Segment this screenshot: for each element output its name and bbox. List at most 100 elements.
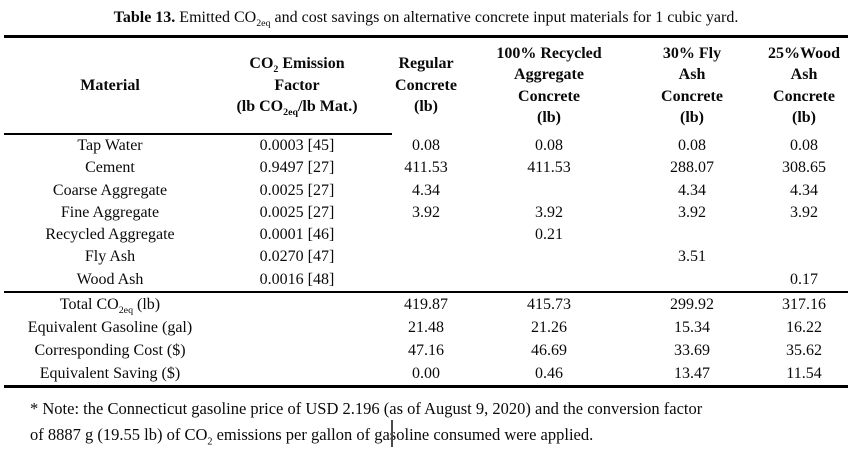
- data-table: Material CO2 Emission Factor (lb CO2eq/lb M…: [4, 35, 848, 389]
- table-row: Fly Ash 0.0270 [47] 3.51: [4, 246, 848, 268]
- cell-value: 15.34: [674, 319, 710, 337]
- table-row: Fine Aggregate 0.0025 [27] 3.92 3.92 3.92 3.9…: [4, 202, 848, 224]
- cell-value: 0.08: [412, 137, 440, 154]
- cell-value: [474, 246, 624, 268]
- cell-value: 0.0025 [27]: [259, 181, 335, 199]
- cell-value: [216, 293, 378, 316]
- table-row: Equivalent Saving ($) 0.00 0.46 13.47 11.54: [4, 362, 848, 385]
- header-line: Aggregate: [514, 66, 584, 83]
- cell-value: 288.07: [670, 159, 714, 177]
- header-divider-rule: [4, 133, 392, 135]
- row-label: Wood Ash: [76, 270, 144, 288]
- cell-value: 3.51: [678, 248, 706, 266]
- cell-value: [474, 269, 624, 291]
- cell-value: 0.0001 [46]: [259, 226, 335, 244]
- cell-value: 3.92: [535, 203, 563, 221]
- cell-value: 317.16: [782, 296, 826, 314]
- cell-value: 11.54: [786, 365, 822, 383]
- cell-value: 0.0270 [47]: [259, 248, 335, 266]
- cell-value: 308.65: [782, 159, 826, 177]
- cell-value: [624, 224, 760, 246]
- cell-value: 16.22: [786, 319, 822, 337]
- table-row: Tap Water 0.0003 [45] 0.08 0.08 0.08 0.08: [4, 135, 848, 157]
- header-line: (lb): [414, 98, 438, 116]
- header-line: 100% Recycled: [496, 44, 602, 62]
- cell-value: 3.92: [790, 203, 818, 221]
- header-line: Concrete: [518, 87, 580, 105]
- summary-divider-rule: [4, 291, 848, 294]
- header-cell-4: 30% Fly Ash Concrete (lb): [624, 38, 760, 133]
- header-line: Material: [80, 76, 140, 94]
- cell-value: 411.53: [404, 159, 448, 177]
- cell-value: [378, 246, 474, 268]
- cell-value: 4.34: [412, 181, 440, 199]
- header-line: 25%Wood: [767, 44, 840, 62]
- cell-value: 0.46: [535, 365, 563, 383]
- row-label: Coarse Aggregate: [52, 181, 168, 199]
- cell-value: 0.08: [535, 137, 563, 154]
- cell-value: 0.0025 [27]: [259, 203, 335, 221]
- row-label: Fine Aggregate: [60, 203, 160, 221]
- cell-value: 47.16: [408, 342, 444, 360]
- table-row: Coarse Aggregate 0.0025 [27] 4.34 4.34 4.34: [4, 180, 848, 202]
- table-row: Corresponding Cost ($) 47.16 46.69 33.69 35.…: [4, 339, 848, 362]
- footnote-line-1: * Note: the Connecticut gasoline price o…: [30, 399, 703, 418]
- header-line: Concrete: [773, 87, 835, 105]
- table-summary: Total CO2eq (lb) 419.87 415.73 299.92 317.16…: [4, 293, 848, 385]
- cell-value: [216, 362, 378, 385]
- cell-value: 0.08: [790, 137, 818, 154]
- header-cell-3: 100% Recycled Aggregate Concrete (lb): [474, 38, 624, 133]
- header-line: CO2 Emission: [249, 55, 345, 76]
- table-bottom-rule: [4, 385, 848, 389]
- cell-value: 411.53: [527, 159, 571, 177]
- header-line: Ash: [678, 66, 706, 83]
- footnote-line-2: of 8887 g (19.55 lb) of CO2 emissions pe…: [30, 425, 594, 448]
- cell-value: [760, 246, 848, 268]
- table-caption: Table 13. Emitted CO2eq and cost savings…: [113, 9, 739, 30]
- row-label: Fly Ash: [84, 248, 136, 266]
- row-label: Tap Water: [77, 137, 143, 154]
- row-label: Total CO2eq (lb): [59, 296, 161, 317]
- cell-value: 0.9497 [27]: [259, 159, 335, 177]
- header-line: Concrete: [661, 87, 723, 105]
- header-line: (lb): [792, 109, 816, 126]
- cell-value: 4.34: [790, 181, 818, 199]
- header-line: (lb CO2eq/lb Mat.): [236, 98, 358, 119]
- cell-value: 0.17: [790, 270, 818, 288]
- cell-value: [216, 339, 378, 362]
- cell-value: 299.92: [670, 296, 714, 314]
- header-line: 30% Fly: [662, 44, 722, 62]
- table-row: Recycled Aggregate 0.0001 [46] 0.21: [4, 224, 848, 246]
- cell-value: [760, 224, 848, 246]
- cell-value: 4.34: [678, 181, 706, 199]
- header-cell-0: Material: [4, 38, 216, 133]
- table-footnote: * Note: the Connecticut gasoline price o…: [30, 396, 830, 448]
- header-line: Regular: [398, 55, 454, 73]
- cell-value: 0.00: [412, 365, 440, 383]
- text-cursor: [391, 420, 393, 447]
- row-label: Cement: [85, 159, 135, 177]
- header-line: Concrete: [395, 76, 457, 94]
- cell-value: [474, 180, 624, 202]
- table-row: Equivalent Gasoline (gal) 21.48 21.26 15.34…: [4, 316, 848, 339]
- table-row: Cement 0.9497 [27] 411.53 411.53 288.07 308.6…: [4, 157, 848, 179]
- cell-value: 0.08: [678, 137, 706, 154]
- header-line: Factor: [274, 76, 320, 94]
- header-cell-1: CO2 Emission Factor (lb CO2eq/lb Mat.): [216, 38, 378, 133]
- header-line: Ash: [790, 66, 818, 83]
- row-label: Corresponding Cost ($): [34, 342, 186, 360]
- cell-value: 21.48: [408, 319, 444, 337]
- cell-value: 3.92: [412, 203, 440, 221]
- header-cell-2: Regular Concrete (lb): [378, 38, 474, 133]
- cell-value: 0.0003 [45]: [259, 137, 335, 154]
- cell-value: 415.73: [527, 296, 571, 314]
- cell-value: 33.69: [674, 342, 710, 360]
- header-line: (lb): [537, 109, 561, 126]
- cell-value: 35.62: [786, 342, 822, 360]
- row-label: Recycled Aggregate: [45, 226, 175, 244]
- cell-value: 46.69: [531, 342, 567, 360]
- header-cell-5: 25%Wood Ash Concrete (lb): [760, 38, 848, 133]
- cell-value: 21.26: [531, 319, 567, 337]
- cell-value: 13.47: [674, 365, 710, 383]
